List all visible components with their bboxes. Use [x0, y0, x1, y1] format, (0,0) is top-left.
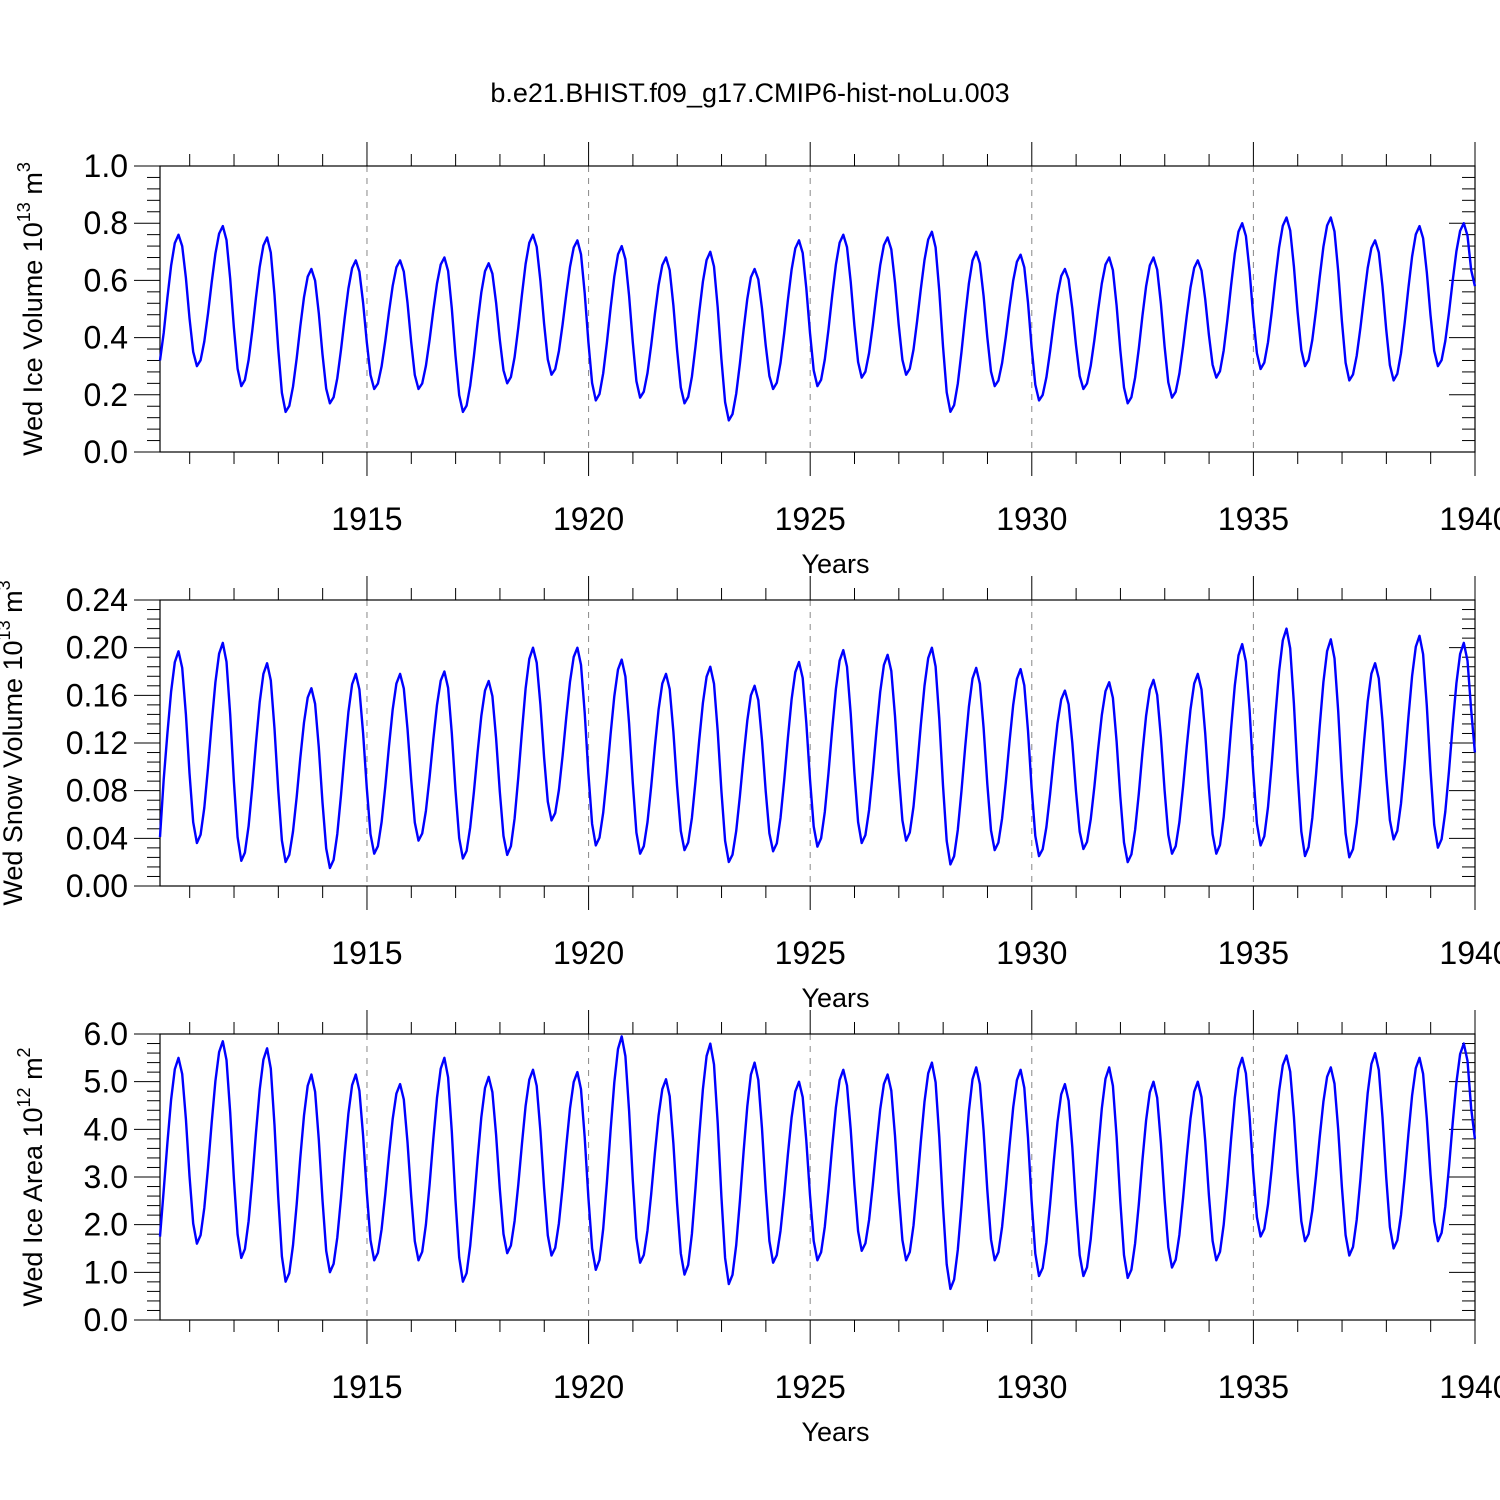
y-tick-label: 0.12 — [66, 725, 128, 761]
x-tick-label: 1915 — [331, 935, 402, 971]
y-tick-label: 2.0 — [84, 1207, 128, 1243]
figure-title: b.e21.BHIST.f09_g17.CMIP6-hist-noLu.003 — [490, 78, 1009, 108]
x-tick-label: 1915 — [331, 501, 402, 537]
y-tick-label: 4.0 — [84, 1111, 128, 1147]
x-tick-label: 1940 — [1439, 1369, 1500, 1405]
x-tick-label: 1940 — [1439, 501, 1500, 537]
y-tick-label: 0.2 — [84, 377, 128, 413]
x-tick-label: 1930 — [996, 501, 1067, 537]
x-tick-label: 1925 — [775, 1369, 846, 1405]
plot-frame — [159, 165, 1476, 453]
y-tick-label: 0.00 — [66, 868, 128, 904]
y-tick-label: 0.24 — [66, 582, 128, 618]
y-axis-label: Wed Ice Volume 1013 m3 — [14, 162, 48, 456]
x-tick-label: 1930 — [996, 1369, 1067, 1405]
x-tick-label: 1925 — [775, 501, 846, 537]
x-axis-label: Years — [801, 1417, 869, 1447]
y-tick-label: 0.4 — [84, 320, 128, 356]
y-tick-label: 0.20 — [66, 630, 128, 666]
x-tick-label: 1935 — [1218, 935, 1289, 971]
x-tick-label: 1925 — [775, 935, 846, 971]
x-axis-label: Years — [801, 549, 869, 579]
y-axis-label: Wed Snow Volume 1013 m3 — [0, 580, 28, 905]
x-tick-label: 1920 — [553, 935, 624, 971]
y-tick-label: 0.8 — [84, 205, 128, 241]
x-tick-label: 1940 — [1439, 935, 1500, 971]
data-series-line — [158, 216, 1477, 422]
x-tick-label: 1920 — [553, 1369, 624, 1405]
x-axis-label: Years — [801, 983, 869, 1013]
y-tick-label: 0.04 — [66, 820, 128, 856]
y-tick-label: 3.0 — [84, 1159, 128, 1195]
y-tick-label: 0.0 — [84, 1302, 128, 1338]
x-tick-label: 1935 — [1218, 1369, 1289, 1405]
x-tick-label: 1935 — [1218, 501, 1289, 537]
x-tick-label: 1920 — [553, 501, 624, 537]
chart-panel-3: 1915 1920 1925 1930 1935 1940 Years 0.0 1.0 2.0 3.… — [14, 1010, 1500, 1447]
data-series-line — [158, 1035, 1477, 1291]
y-tick-label: 6.0 — [84, 1016, 128, 1052]
y-axis-label: Wed Ice Area 1012 m2 — [14, 1047, 48, 1306]
y-tick-label: 0.16 — [66, 677, 128, 713]
y-tick-label: 1.0 — [84, 1254, 128, 1290]
y-tick-label: 1.0 — [84, 148, 128, 184]
y-tick-label: 0.08 — [66, 773, 128, 809]
chart-panel-1: 1915 1920 1925 1930 1935 1940 Years 0.0 0.2 0.4 0.… — [14, 142, 1500, 579]
chart-panel-2: 1915 1920 1925 1930 1935 1940 Years 0.00 0.04 0.0… — [0, 576, 1500, 1013]
x-tick-label: 1930 — [996, 935, 1067, 971]
y-tick-label: 0.6 — [84, 262, 128, 298]
x-tick-label: 1915 — [331, 1369, 402, 1405]
y-tick-label: 5.0 — [84, 1064, 128, 1100]
y-tick-label: 0.0 — [84, 434, 128, 470]
data-series-line — [158, 627, 1477, 870]
